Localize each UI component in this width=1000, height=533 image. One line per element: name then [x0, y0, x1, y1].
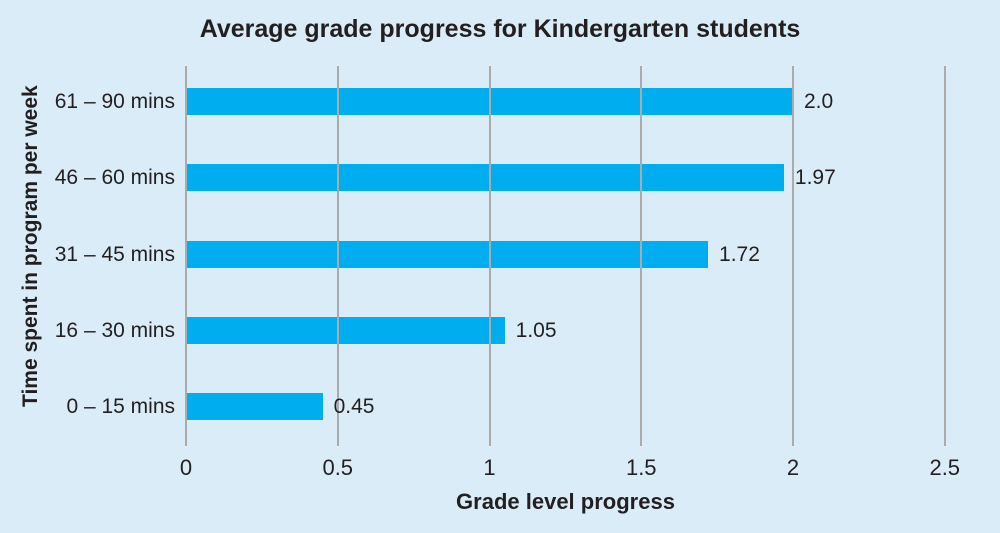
x-tick-label: 2 [786, 455, 800, 480]
category-label: 46 – 60 mins [54, 166, 175, 190]
gridline [792, 66, 794, 446]
gridline [185, 66, 187, 446]
category-label: 31 – 45 mins [54, 242, 175, 266]
value-label: 1.72 [719, 242, 760, 266]
bar [186, 240, 709, 268]
x-tick-label: 1 [483, 455, 496, 480]
gridline [336, 66, 339, 446]
value-label: 0.45 [333, 395, 375, 418]
x-tick-label: 2.5 [929, 455, 961, 480]
chart-title: Average grade progress for Kindergarten … [199, 15, 801, 43]
gridline [943, 66, 946, 446]
x-tick-label: 1.5 [625, 455, 657, 480]
gridline [488, 66, 491, 446]
value-label: 1.97 [794, 166, 836, 190]
bar [186, 316, 505, 344]
y-axis-title: Time spent in program per week [19, 85, 42, 407]
x-tick-label: 0 [179, 455, 193, 480]
category-label: 61 – 90 mins [54, 90, 175, 113]
bar [186, 393, 323, 420]
category-label: 16 – 30 mins [54, 318, 175, 342]
x-tick-label: 0.5 [322, 455, 354, 480]
gridline [640, 66, 643, 446]
value-label: 2.0 [804, 90, 834, 113]
bar [186, 164, 784, 192]
x-axis-title: Grade level progress [456, 489, 675, 514]
category-label: 0 – 15 mins [66, 395, 175, 418]
value-label: 1.05 [515, 318, 557, 342]
